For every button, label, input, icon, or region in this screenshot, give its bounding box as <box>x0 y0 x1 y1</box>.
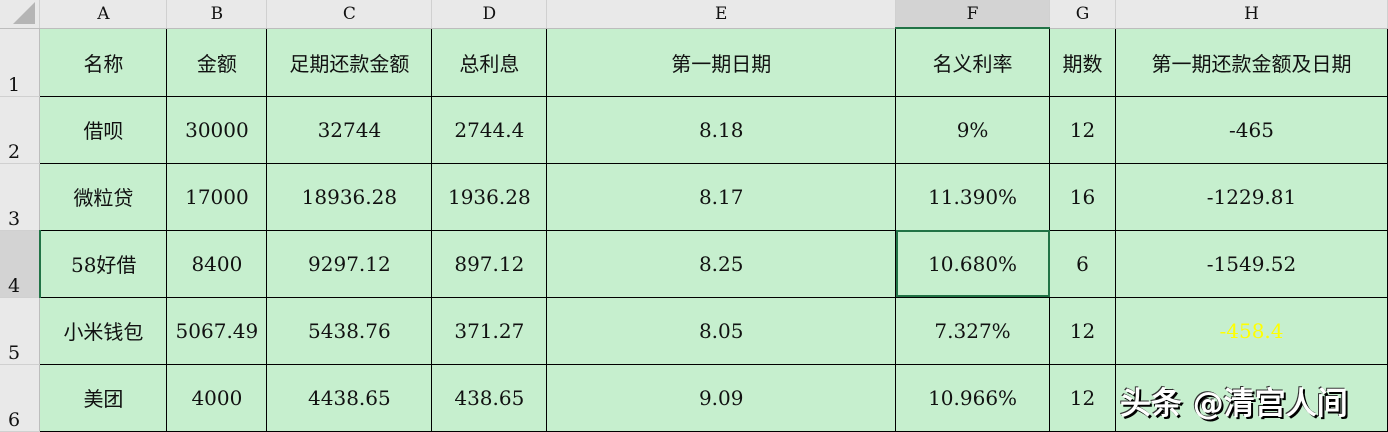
cell-a4[interactable]: 58好借 <box>39 229 168 298</box>
cell-g4[interactable]: 6 <box>1049 229 1116 298</box>
cell-g2[interactable]: 12 <box>1049 95 1116 164</box>
table-row: 3 微粒贷 17000 18936.28 1936.28 8.17 11.390% 16 -12… <box>0 162 1388 231</box>
row-header-4[interactable]: 4 <box>0 230 41 298</box>
cell-b6[interactable]: 4000 <box>166 363 268 432</box>
cell-a5[interactable]: 小米钱包 <box>39 296 168 365</box>
cell-d2[interactable]: 2744.4 <box>431 95 548 164</box>
cell-h4[interactable]: -1549.52 <box>1115 229 1388 298</box>
cell-a6[interactable]: 美团 <box>39 363 168 432</box>
cell-c2[interactable]: 32744 <box>266 95 433 164</box>
cell-d5[interactable]: 371.27 <box>431 296 548 365</box>
row-header-5[interactable]: 5 <box>0 297 41 365</box>
cell-e6[interactable]: 9.09 <box>546 363 897 432</box>
column-header-d[interactable]: D <box>431 0 548 29</box>
header-cell[interactable]: 第一期还款金额及日期 <box>1115 27 1388 97</box>
table-row: 2 借呗 30000 32744 2744.4 8.18 9% 12 -465 <box>0 95 1388 164</box>
cell-h5[interactable]: -458.4 <box>1115 296 1388 365</box>
cell-d6[interactable]: 438.65 <box>431 363 548 432</box>
cell-c5[interactable]: 5438.76 <box>266 296 433 365</box>
cell-c3[interactable]: 18936.28 <box>266 162 433 231</box>
cell-e3[interactable]: 8.17 <box>546 162 897 231</box>
cell-h6[interactable] <box>1115 363 1388 432</box>
column-header-b[interactable]: B <box>166 0 268 29</box>
cell-g5[interactable]: 12 <box>1049 296 1116 365</box>
row-header-6[interactable]: 6 <box>0 364 41 432</box>
column-header-c[interactable]: C <box>266 0 433 29</box>
cell-h2[interactable]: -465 <box>1115 95 1388 164</box>
cell-d3[interactable]: 1936.28 <box>431 162 548 231</box>
cell-f4[interactable]: 10.680% <box>895 229 1051 298</box>
table-row: 5 小米钱包 5067.49 5438.76 371.27 8.05 7.327% 12 -45… <box>0 296 1388 365</box>
column-header-f[interactable]: F <box>895 0 1051 29</box>
cell-a2[interactable]: 借呗 <box>39 95 168 164</box>
cell-d4[interactable]: 897.12 <box>431 229 548 298</box>
table-row: 1 名称 金额 足期还款金额 总利息 第一期日期 名义利率 期数 第一期还款金额… <box>0 27 1388 97</box>
table-row: 6 美团 4000 4438.65 438.65 9.09 10.966% 12 <box>0 363 1388 432</box>
row-header-1[interactable]: 1 <box>0 28 41 97</box>
cell-b3[interactable]: 17000 <box>166 162 268 231</box>
cell-f2[interactable]: 9% <box>895 95 1051 164</box>
header-cell[interactable]: 期数 <box>1049 27 1116 97</box>
header-cell[interactable]: 足期还款金额 <box>266 27 433 97</box>
column-header-e[interactable]: E <box>546 0 897 29</box>
table-row: 4 58好借 8400 9297.12 897.12 8.25 10.680% 6 -1549.… <box>0 229 1388 298</box>
cell-f3[interactable]: 11.390% <box>895 162 1051 231</box>
header-cell[interactable]: 名义利率 <box>895 27 1051 97</box>
cell-b4[interactable]: 8400 <box>166 229 268 298</box>
cell-f6[interactable]: 10.966% <box>895 363 1051 432</box>
cell-b2[interactable]: 30000 <box>166 95 268 164</box>
header-cell[interactable]: 第一期日期 <box>546 27 897 97</box>
watermark: 头条 @清宫人间 <box>1120 386 1348 422</box>
cell-g3[interactable]: 16 <box>1049 162 1116 231</box>
header-cell[interactable]: 金额 <box>166 27 268 97</box>
column-header-g[interactable]: G <box>1049 0 1116 29</box>
row-header-3[interactable]: 3 <box>0 163 41 231</box>
cell-a3[interactable]: 微粒贷 <box>39 162 168 231</box>
cell-h3[interactable]: -1229.81 <box>1115 162 1388 231</box>
column-header-row: A B C D E F G H <box>0 0 1388 29</box>
column-header-h[interactable]: H <box>1115 0 1388 29</box>
cell-f5[interactable]: 7.327% <box>895 296 1051 365</box>
header-cell[interactable]: 名称 <box>39 27 168 97</box>
cell-c6[interactable]: 4438.65 <box>266 363 433 432</box>
cell-e5[interactable]: 8.05 <box>546 296 897 365</box>
cell-c4[interactable]: 9297.12 <box>266 229 433 298</box>
cell-e4[interactable]: 8.25 <box>546 229 897 298</box>
header-cell[interactable]: 总利息 <box>431 27 548 97</box>
cell-b5[interactable]: 5067.49 <box>166 296 268 365</box>
column-header-a[interactable]: A <box>39 0 168 29</box>
cell-g6[interactable]: 12 <box>1049 363 1116 432</box>
cell-e2[interactable]: 8.18 <box>546 95 897 164</box>
row-header-2[interactable]: 2 <box>0 96 41 164</box>
select-all-button[interactable] <box>0 0 41 29</box>
